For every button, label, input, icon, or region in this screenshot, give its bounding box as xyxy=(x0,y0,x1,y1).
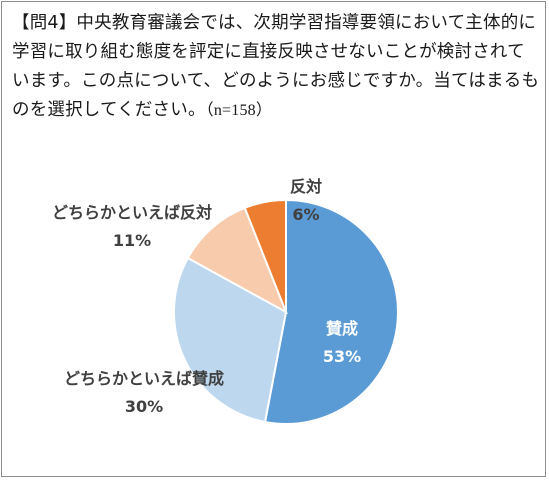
slice-value-label-0: 53% xyxy=(323,347,361,366)
pie-slice-3 xyxy=(243,198,287,313)
slice-value-label-1: 30% xyxy=(125,397,163,416)
question-text: 【問4】中央教育審議会では、次期学習指導要領において主体的に学習に取り組む態度を… xyxy=(12,9,540,125)
slice-value-label-2: 11% xyxy=(113,231,151,250)
slice-value-label-3: 6% xyxy=(292,205,319,224)
pie-slice-1 xyxy=(173,256,288,424)
pie-slice-0 xyxy=(263,198,399,425)
slice-label-0: 賛成 xyxy=(326,319,358,338)
sample-size: （n=158） xyxy=(205,102,273,119)
question-body: 【問4】中央教育審議会では、次期学習指導要領において主体的に学習に取り組む態度を… xyxy=(12,13,540,120)
slice-label-2: どちらかといえば反対 xyxy=(52,203,212,222)
slice-label-1: どちらかといえば賛成 xyxy=(64,369,224,388)
pie-slice-2 xyxy=(186,206,288,315)
slice-label-3: 反対 xyxy=(290,177,322,196)
